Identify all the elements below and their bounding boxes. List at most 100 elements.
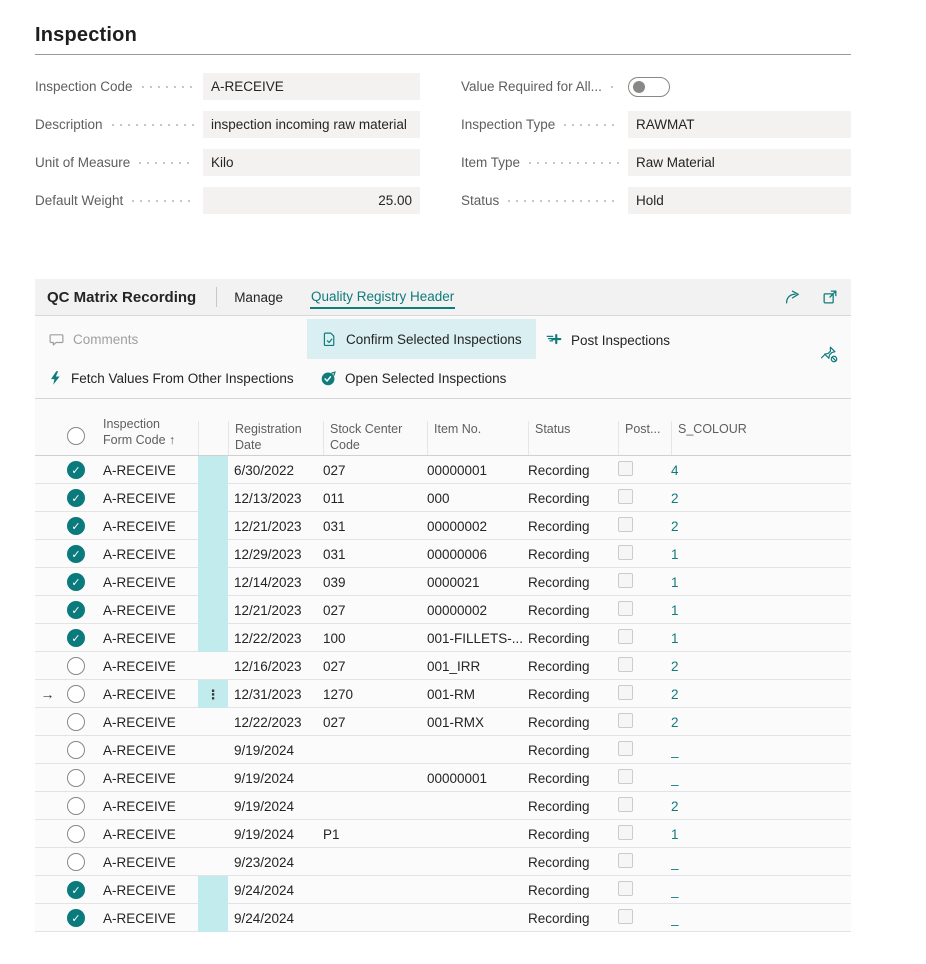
post-checkbox[interactable] [618, 769, 633, 784]
row-select-checkbox[interactable] [67, 713, 85, 731]
stock-code-link[interactable]: 027 [323, 603, 346, 618]
status-field[interactable]: Hold [628, 187, 851, 214]
post-checkbox[interactable] [618, 545, 633, 560]
item-no-link[interactable]: 000 [427, 491, 450, 506]
fetch-values-button[interactable]: Fetch Values From Other Inspections [48, 370, 294, 386]
item-no-link[interactable]: 00000002 [427, 519, 487, 534]
form-code-link[interactable]: A-RECEIVE [103, 519, 176, 534]
row-select-checkbox[interactable] [67, 657, 85, 675]
s-colour-link[interactable]: _ [671, 855, 679, 870]
item-no-link[interactable]: 00000002 [427, 603, 487, 618]
post-checkbox[interactable] [618, 797, 633, 812]
row-select-checkbox[interactable]: ✓ [67, 601, 85, 619]
post-checkbox[interactable] [618, 461, 633, 476]
share-icon[interactable] [783, 288, 801, 306]
row-select-checkbox[interactable]: ✓ [67, 517, 85, 535]
post-checkbox[interactable] [618, 517, 633, 532]
open-selected-inspections-button[interactable]: Open Selected Inspections [320, 370, 506, 387]
post-checkbox[interactable] [618, 629, 633, 644]
stock-code-link[interactable]: 100 [323, 631, 346, 646]
s-colour-link[interactable]: 1 [671, 827, 679, 842]
s-colour-link[interactable]: 4 [671, 463, 679, 478]
form-code-link[interactable]: A-RECEIVE [103, 603, 176, 618]
value-required-toggle[interactable] [628, 77, 670, 97]
s-colour-link[interactable]: _ [671, 883, 679, 898]
column-header-post[interactable]: Post... [618, 421, 671, 455]
post-checkbox[interactable] [618, 881, 633, 896]
s-colour-link[interactable]: 2 [671, 687, 679, 702]
item-no-link[interactable]: 00000001 [427, 463, 487, 478]
post-checkbox[interactable] [618, 573, 633, 588]
stock-code-link[interactable]: 027 [323, 463, 346, 478]
confirm-selected-inspections-button[interactable]: Confirm Selected Inspections [307, 319, 536, 359]
post-checkbox[interactable] [618, 909, 633, 924]
row-select-checkbox[interactable]: ✓ [67, 573, 85, 591]
form-code-link[interactable]: A-RECEIVE [103, 575, 176, 590]
form-code-link[interactable]: A-RECEIVE [103, 491, 176, 506]
post-checkbox[interactable] [618, 825, 633, 840]
column-header-s_colour[interactable]: S_COLOUR [671, 421, 851, 455]
item-no-link[interactable]: 0000021 [427, 575, 480, 590]
s-colour-link[interactable]: 2 [671, 659, 679, 674]
item-type-field[interactable]: Raw Material [628, 149, 851, 176]
post-checkbox[interactable] [618, 601, 633, 616]
stock-code-link[interactable]: 031 [323, 519, 346, 534]
form-code-link[interactable]: A-RECEIVE [103, 687, 176, 702]
pin-toggle-button[interactable] [819, 344, 839, 364]
post-checkbox[interactable] [618, 685, 633, 700]
s-colour-link[interactable]: _ [671, 771, 679, 786]
unit-of-measure-field[interactable]: Kilo [203, 149, 420, 176]
column-header-reg_date[interactable]: RegistrationDate [228, 421, 323, 455]
inspection-type-field[interactable]: RAWMAT [628, 111, 851, 138]
post-checkbox[interactable] [618, 853, 633, 868]
stock-code-link[interactable]: 031 [323, 547, 346, 562]
row-select-checkbox[interactable]: ✓ [67, 461, 85, 479]
column-header-status[interactable]: Status [528, 421, 618, 455]
post-checkbox[interactable] [618, 713, 633, 728]
row-select-checkbox[interactable]: ✓ [67, 881, 85, 899]
s-colour-link[interactable]: 2 [671, 519, 679, 534]
tab-manage[interactable]: Manage [233, 287, 284, 308]
column-header-form_code[interactable]: InspectionForm Code ↑ [103, 416, 198, 456]
row-select-checkbox[interactable]: ✓ [67, 545, 85, 563]
s-colour-link[interactable]: 2 [671, 491, 679, 506]
default-weight-field[interactable]: 25.00 [203, 187, 420, 214]
row-select-checkbox[interactable]: ✓ [67, 629, 85, 647]
form-code-link[interactable]: A-RECEIVE [103, 463, 176, 478]
tab-quality-registry-header[interactable]: Quality Registry Header [310, 286, 455, 309]
inspection-code-field[interactable]: A-RECEIVE [203, 73, 420, 100]
popout-icon[interactable] [821, 288, 839, 306]
row-select-checkbox[interactable] [67, 797, 85, 815]
stock-code-link[interactable]: 011 [323, 491, 345, 506]
form-code-link[interactable]: A-RECEIVE [103, 547, 176, 562]
row-select-checkbox[interactable] [67, 769, 85, 787]
post-inspections-button[interactable]: Post Inspections [545, 331, 670, 349]
row-select-checkbox[interactable] [67, 853, 85, 871]
item-no-link[interactable]: 00000006 [427, 547, 487, 562]
row-select-checkbox[interactable] [67, 685, 85, 703]
post-checkbox[interactable] [618, 489, 633, 504]
s-colour-link[interactable]: 1 [671, 603, 679, 618]
description-field[interactable]: inspection incoming raw material [203, 111, 420, 138]
form-code-link[interactable]: A-RECEIVE [103, 883, 176, 898]
column-header-item[interactable]: Item No. [427, 421, 528, 455]
row-menu-icon[interactable]: ⋮ [207, 687, 220, 703]
form-code-link[interactable]: A-RECEIVE [103, 631, 176, 646]
row-select-checkbox[interactable] [67, 825, 85, 843]
select-all-checkbox[interactable] [67, 427, 85, 445]
item-no-link[interactable]: 001-FILLETS-... [427, 631, 523, 646]
stock-code-link[interactable]: 039 [323, 575, 346, 590]
post-checkbox[interactable] [618, 741, 633, 756]
s-colour-link[interactable]: _ [671, 911, 679, 926]
form-code-link[interactable]: A-RECEIVE [103, 911, 176, 926]
s-colour-link[interactable]: 2 [671, 715, 679, 730]
row-select-checkbox[interactable]: ✓ [67, 489, 85, 507]
s-colour-link[interactable]: 1 [671, 547, 679, 562]
s-colour-link[interactable]: 1 [671, 575, 679, 590]
comments-button[interactable]: Comments [48, 331, 138, 348]
row-select-checkbox[interactable] [67, 741, 85, 759]
post-checkbox[interactable] [618, 657, 633, 672]
row-select-checkbox[interactable]: ✓ [67, 909, 85, 927]
s-colour-link[interactable]: 1 [671, 631, 679, 646]
column-header-stock[interactable]: Stock CenterCode [323, 421, 427, 455]
